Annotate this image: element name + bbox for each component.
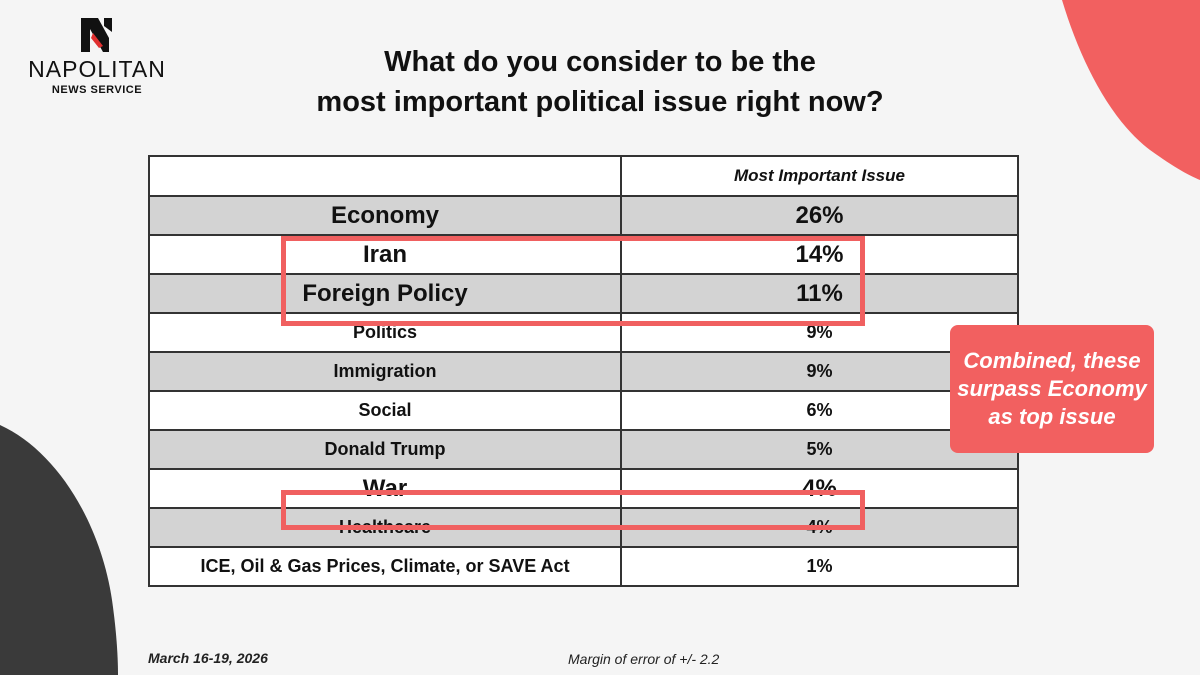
table-row: Immigration 9% (148, 351, 1019, 392)
row-label: Healthcare (148, 507, 622, 548)
table-row: Politics 9% (148, 312, 1019, 353)
row-value: 4% (620, 468, 1019, 509)
chart-title-line2: most important political issue right now… (316, 86, 884, 118)
corner-blob-top-right (1062, 0, 1200, 180)
row-label: Economy (148, 195, 622, 236)
brand-subtitle: NEWS SERVICE (51, 84, 143, 96)
table-row: Economy 26% (148, 195, 1019, 236)
table-row: Donald Trump 5% (148, 429, 1019, 470)
survey-date: March 16-19, 2026 (148, 650, 268, 666)
row-value: 1% (620, 546, 1019, 587)
brand-logo: NAPOLITAN NEWS SERVICE (22, 16, 172, 96)
chart-title-line1: What do you consider to be the (384, 46, 816, 78)
header-empty-cell (148, 155, 622, 197)
row-label: Foreign Policy (148, 273, 622, 314)
row-label: Social (148, 390, 622, 431)
corner-blob-bottom-left (0, 425, 118, 675)
table-row: Social 6% (148, 390, 1019, 431)
brand-name: NAPOLITAN (28, 56, 166, 82)
row-label: Immigration (148, 351, 622, 392)
table-row: War 4% (148, 468, 1019, 509)
row-value: 26% (620, 195, 1019, 236)
results-table: Most Important Issue Economy 26% Iran 14% Fo… (148, 155, 1019, 587)
row-label: War (148, 468, 622, 509)
table-row: ICE, Oil & Gas Prices, Climate, or SAVE … (148, 546, 1019, 587)
row-label: Politics (148, 312, 622, 353)
row-value: 11% (620, 273, 1019, 314)
table-header-row: Most Important Issue (148, 155, 1019, 197)
row-value: 14% (620, 234, 1019, 275)
annotation-callout: Combined, these surpass Economy as top i… (950, 325, 1154, 453)
table-row: Healthcare 4% (148, 507, 1019, 548)
napolitan-logo-icon (81, 18, 112, 52)
margin-of-error: Margin of error of +/- 2.2 (568, 651, 720, 667)
row-value: 4% (620, 507, 1019, 548)
table-row: Iran 14% (148, 234, 1019, 275)
table-row: Foreign Policy 11% (148, 273, 1019, 314)
chart-title: What do you consider to be the most impo… (240, 42, 960, 122)
column-header: Most Important Issue (620, 155, 1019, 197)
row-label: ICE, Oil & Gas Prices, Climate, or SAVE … (148, 546, 622, 587)
row-label: Donald Trump (148, 429, 622, 470)
row-label: Iran (148, 234, 622, 275)
